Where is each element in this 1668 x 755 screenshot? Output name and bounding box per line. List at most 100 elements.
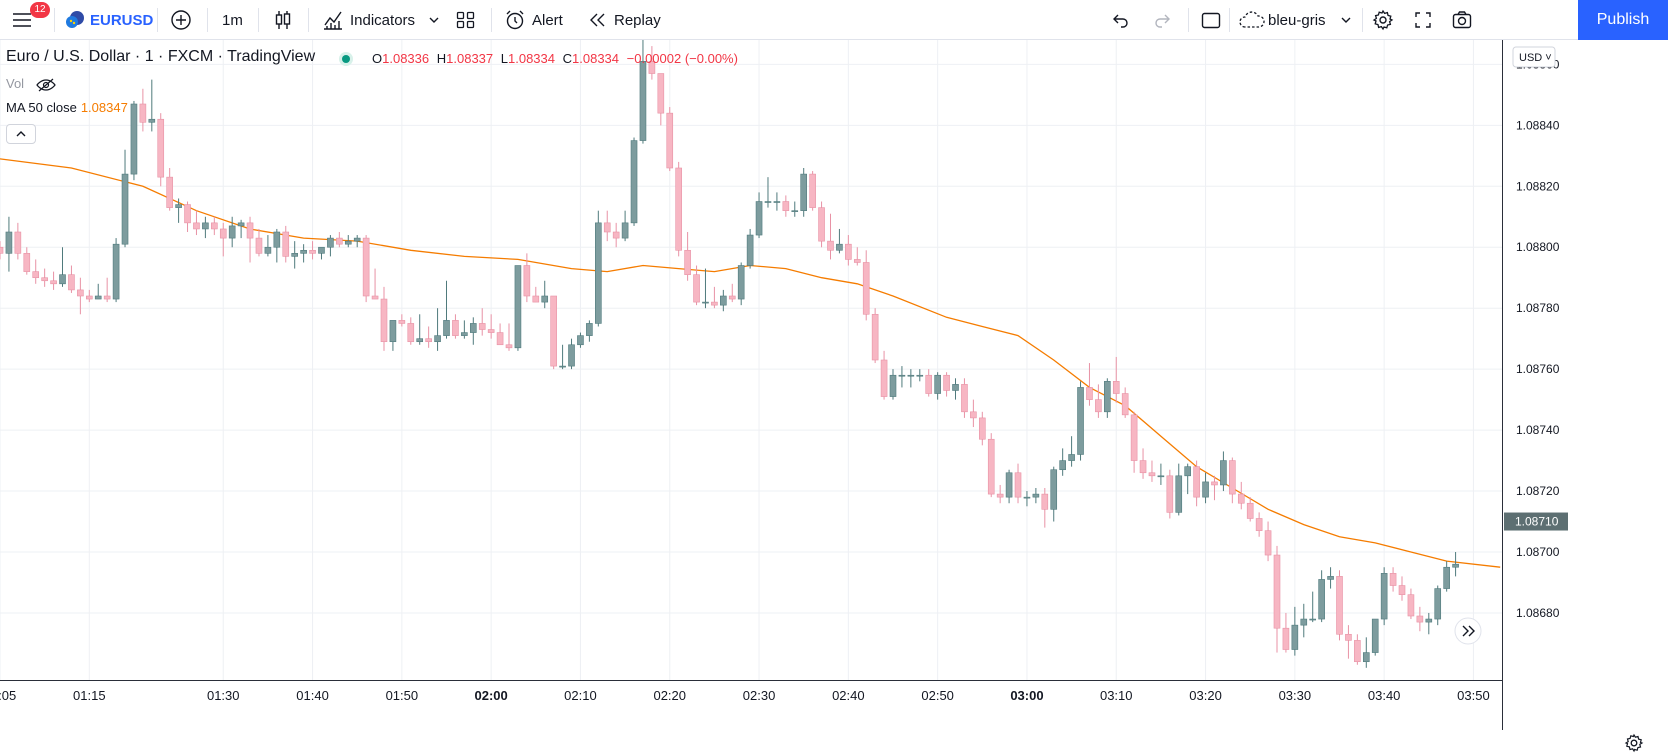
candle-up xyxy=(300,249,307,254)
snapshot-button[interactable] xyxy=(1451,0,1473,40)
candle-up xyxy=(1202,481,1209,498)
menu-button[interactable] xyxy=(10,0,34,40)
indicators-button[interactable]: Indicators xyxy=(322,0,415,40)
candle-up xyxy=(836,243,843,251)
gear-icon[interactable] xyxy=(1624,733,1644,753)
candle-down xyxy=(550,295,557,367)
candle-up xyxy=(112,243,120,300)
candle-up xyxy=(737,265,745,300)
candle-down xyxy=(978,417,986,440)
replay-label: Replay xyxy=(614,11,661,29)
interval-button[interactable]: 1m xyxy=(222,0,243,40)
price-chart[interactable]: 1.088601.088401.088201.088001.087801.087… xyxy=(0,40,1600,730)
candle-down xyxy=(818,207,825,242)
candle-up xyxy=(1380,573,1388,620)
candle-up xyxy=(1175,475,1183,513)
candle-down xyxy=(711,301,718,306)
candle-up xyxy=(461,332,468,336)
volume-indicator-legend[interactable]: Vol xyxy=(6,76,56,92)
candle-down xyxy=(925,374,933,394)
layout-name-button[interactable]: bleu-gris xyxy=(1238,0,1352,40)
candle-up xyxy=(1300,618,1308,626)
candle-up xyxy=(889,374,897,397)
candle-up xyxy=(130,103,138,175)
price-tick-label: 1.08760 xyxy=(1516,362,1560,376)
candle-up xyxy=(1050,469,1058,510)
plus-circle-icon xyxy=(171,10,191,30)
publish-button[interactable]: Publish xyxy=(1578,0,1668,40)
chevron-up-icon xyxy=(16,131,26,137)
change-value: −0.00002 (−0.00%) xyxy=(626,51,738,66)
candle-down xyxy=(853,259,861,263)
volume-label: Vol xyxy=(6,76,25,91)
currency-button[interactable] xyxy=(1512,46,1556,68)
camera-icon xyxy=(1452,11,1472,29)
chart-type-button[interactable] xyxy=(272,0,294,40)
candle-up xyxy=(595,222,602,324)
candle-up xyxy=(1032,493,1040,498)
candle-down xyxy=(943,374,950,391)
time-tick-label: 02:10 xyxy=(564,688,597,703)
candle-down xyxy=(452,320,459,336)
symbol-title[interactable]: Euro / U.S. Dollar · 1 · FXCM · TradingV… xyxy=(6,48,316,65)
top-toolbar: 12 EURUSD 1m Indicators Alert Replay xyxy=(0,0,1668,40)
candle-down xyxy=(41,277,48,282)
close-value: 1.08334 xyxy=(572,51,620,66)
candle-down xyxy=(14,231,22,254)
candle-down xyxy=(1416,615,1424,623)
currency-label: USD ˅ xyxy=(1519,52,1552,64)
fullscreen-select-button[interactable] xyxy=(1200,0,1222,40)
indicator-templates-button[interactable] xyxy=(428,0,440,40)
candle-down xyxy=(407,323,415,343)
price-tick-label: 1.08840 xyxy=(1516,118,1560,132)
replay-button[interactable]: Replay xyxy=(588,0,661,40)
time-tick-label: 01:50 xyxy=(386,688,419,703)
candle-down xyxy=(1389,573,1397,586)
candle-up xyxy=(1443,566,1450,589)
undo-button[interactable] xyxy=(1111,0,1131,40)
candle-up xyxy=(1362,652,1370,663)
square-icon xyxy=(1201,12,1221,29)
candle-down xyxy=(1398,585,1406,595)
candle-up xyxy=(720,295,727,306)
time-tick-label: 01:30 xyxy=(207,688,240,703)
candle-down xyxy=(1345,633,1352,641)
candle-up xyxy=(541,295,549,303)
redo-button[interactable] xyxy=(1152,0,1172,40)
symbol-search-button[interactable]: EURUSD xyxy=(64,0,153,40)
grid-layout-icon xyxy=(456,11,475,29)
eye-crossed-icon[interactable] xyxy=(35,78,56,92)
ma-indicator-legend[interactable]: MA 50 close 1.08347 xyxy=(6,100,128,115)
candle-up xyxy=(916,374,924,377)
candle-down xyxy=(1014,472,1022,498)
market-status-indicator[interactable] xyxy=(338,51,354,72)
layout-grid-button[interactable] xyxy=(455,0,477,40)
candle-down xyxy=(425,338,432,343)
price-tick-label: 1.08800 xyxy=(1516,240,1560,254)
candle-up xyxy=(934,374,941,394)
fullscreen-button[interactable] xyxy=(1413,0,1433,40)
candle-up xyxy=(469,323,477,333)
alert-button[interactable]: Alert xyxy=(504,0,563,40)
candle-down xyxy=(996,493,1004,498)
low-key: L xyxy=(500,51,508,66)
price-tick-label: 1.08740 xyxy=(1516,423,1560,437)
double-chevron-right-icon xyxy=(1462,625,1475,637)
settings-button[interactable] xyxy=(1372,0,1394,40)
price-axis[interactable] xyxy=(1503,40,1600,730)
time-tick-label: 03:50 xyxy=(1457,688,1490,703)
candle-up xyxy=(1291,624,1299,650)
collapse-legend-button[interactable] xyxy=(6,124,36,144)
candle-down xyxy=(23,253,31,272)
candle-down xyxy=(103,295,111,300)
candle-up xyxy=(416,338,424,343)
cloud-icon xyxy=(1239,11,1265,28)
time-tick-label: 02:20 xyxy=(653,688,686,703)
time-tick-label: 03:40 xyxy=(1368,688,1401,703)
candle-down xyxy=(1354,640,1361,663)
candle-down xyxy=(487,329,495,333)
candle-up xyxy=(1327,576,1334,580)
redo-icon xyxy=(1155,14,1170,28)
compare-add-button[interactable] xyxy=(170,0,192,40)
candle-down xyxy=(961,384,968,413)
